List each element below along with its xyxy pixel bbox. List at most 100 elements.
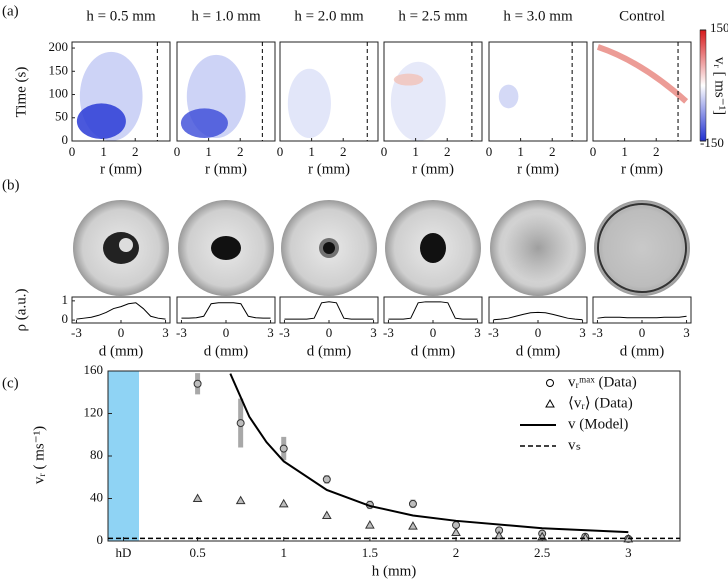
data-point	[278, 498, 289, 508]
x-tick-label: 0	[118, 325, 125, 340]
heatmap-field	[596, 44, 689, 104]
x-tick-label: 0	[486, 144, 493, 159]
y-tick-label: 160	[84, 362, 104, 377]
x-tick-label: 1.5	[362, 545, 378, 560]
x-axis-label: r (mm)	[517, 161, 559, 177]
panel-title: Control	[619, 8, 665, 24]
heatmap-region	[498, 84, 519, 109]
x-tick-label: 3	[370, 325, 377, 340]
data-point	[451, 527, 461, 536]
x-tick-label: 1	[621, 144, 628, 159]
panel-label: (b)	[2, 177, 20, 193]
heatmap-region	[596, 44, 689, 104]
y-tick-label: 40	[90, 489, 103, 504]
plot-frame	[592, 296, 692, 324]
deposit	[597, 203, 687, 293]
data-point	[236, 419, 245, 428]
plot-frame	[71, 41, 171, 142]
x-tick-label: 1	[308, 144, 315, 159]
x-tick-label: 2	[653, 144, 660, 159]
plot-frame	[176, 296, 276, 324]
x-tick-label: 0.5	[189, 545, 205, 560]
data-point	[235, 495, 246, 505]
x-tick-label: 3	[162, 325, 169, 340]
heatmap-field	[287, 68, 331, 139]
legend-label: ⟨vᵣ⟩ (Data)	[568, 395, 633, 411]
x-tick-label: 1	[412, 144, 419, 159]
x-axis-label: d (mm)	[620, 343, 665, 359]
legend-label: v (Model)	[568, 416, 628, 432]
x-tick-label: -3	[71, 325, 82, 340]
x-tick-label: 3	[579, 325, 586, 340]
x-tick-label: -3	[176, 325, 187, 340]
panel-title: h = 0.5 mm	[86, 8, 156, 24]
deposit	[420, 233, 446, 263]
plot-frame	[592, 41, 692, 142]
x-tick-label: 0	[381, 144, 388, 159]
y-axis-label: Time (s)	[13, 67, 29, 118]
panel-title: h = 2.0 mm	[294, 8, 364, 24]
deposit	[211, 236, 241, 260]
density-profile	[493, 311, 583, 321]
deposit	[504, 214, 572, 282]
x-tick-label: 0	[639, 325, 646, 340]
x-axis-label: r (mm)	[100, 161, 142, 177]
panel-title: h = 3.0 mm	[503, 8, 573, 24]
y-tick-label: 50	[55, 109, 68, 124]
x-tick-label: 3	[683, 325, 690, 340]
threshold-band	[108, 371, 140, 541]
panel-label: (c)	[2, 375, 19, 391]
heatmap-region	[287, 68, 331, 139]
x-tick-label: 2.5	[534, 545, 550, 560]
x-tick-label: 0	[430, 325, 437, 340]
x-tick-label: 2	[237, 144, 244, 159]
y-axis-label: vᵣ ( ms⁻¹)	[31, 426, 47, 484]
data-point	[408, 521, 418, 530]
x-axis-label: r (mm)	[412, 161, 454, 177]
x-tick-label: 0	[277, 144, 284, 159]
x-tick-label: 2	[132, 144, 139, 159]
y-tick-label: 1	[62, 292, 69, 307]
heatmap-region	[180, 108, 228, 139]
y-tick-label: 0	[62, 132, 69, 147]
data-point	[193, 379, 202, 388]
x-tick-label: -3	[383, 325, 394, 340]
x-tick-label: 2	[453, 545, 460, 560]
data-point	[279, 444, 288, 453]
x-axis-label: r (mm)	[621, 161, 663, 177]
x-tick-label: hD	[116, 545, 132, 560]
density-profile	[597, 315, 687, 319]
y-tick-label: 150	[49, 62, 69, 77]
plot-frame	[107, 370, 681, 542]
y-tick-label: 120	[84, 404, 104, 419]
x-tick-label: 1	[517, 144, 524, 159]
density-profile	[284, 301, 374, 320]
x-tick-label: 1	[280, 545, 287, 560]
x-tick-label: 3	[474, 325, 481, 340]
x-axis-label: d (mm)	[307, 343, 352, 359]
x-tick-label: 2	[444, 144, 451, 159]
x-tick-label: 0	[174, 144, 181, 159]
panel-title: h = 2.5 mm	[398, 8, 468, 24]
x-tick-label: 0	[535, 325, 542, 340]
x-tick-label: -3	[592, 325, 603, 340]
heatmap-region	[393, 73, 424, 86]
heatmap-region	[76, 103, 126, 140]
x-tick-label: 1	[205, 144, 212, 159]
data-point	[322, 475, 331, 484]
data-point	[494, 530, 504, 540]
legend-marker	[546, 379, 554, 387]
plot-frame	[488, 41, 588, 142]
y-axis-label: ρ (a.u.)	[13, 289, 29, 332]
colorbar-tick-label: -150	[700, 135, 724, 150]
plot-frame	[383, 41, 483, 142]
y-tick-label: 0	[97, 532, 104, 547]
legend-label: vᵣᵐᵃˣ (Data)	[568, 374, 637, 390]
heatmap-field	[498, 84, 519, 109]
x-axis-label: d (mm)	[99, 343, 144, 359]
panel-title: h = 1.0 mm	[191, 8, 261, 24]
heatmap-field	[390, 61, 446, 141]
x-tick-label: -3	[488, 325, 499, 340]
deposit	[323, 242, 335, 254]
x-tick-label: 0	[590, 144, 597, 159]
